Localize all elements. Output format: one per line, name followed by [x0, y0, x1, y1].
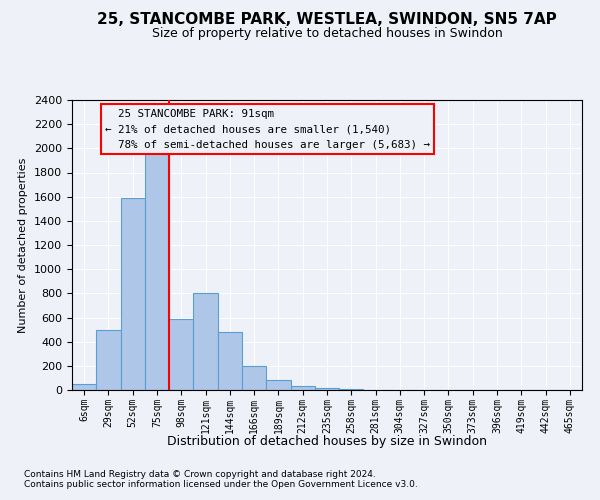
Bar [121, 198, 145, 390]
Bar [339, 389, 364, 390]
Bar [242, 366, 266, 390]
Bar [315, 388, 339, 390]
Text: 25 STANCOMBE PARK: 91sqm
← 21% of detached houses are smaller (1,540)
  78% of s: 25 STANCOMBE PARK: 91sqm ← 21% of detach… [105, 108, 430, 150]
Y-axis label: Number of detached properties: Number of detached properties [19, 158, 28, 332]
Text: Distribution of detached houses by size in Swindon: Distribution of detached houses by size … [167, 435, 487, 448]
Text: Contains public sector information licensed under the Open Government Licence v3: Contains public sector information licen… [24, 480, 418, 489]
Bar [266, 380, 290, 390]
Bar [290, 386, 315, 390]
Bar [218, 332, 242, 390]
Bar [169, 318, 193, 390]
Text: Contains HM Land Registry data © Crown copyright and database right 2024.: Contains HM Land Registry data © Crown c… [24, 470, 376, 479]
Bar [145, 154, 169, 390]
Bar [193, 294, 218, 390]
Bar [72, 384, 96, 390]
Text: 25, STANCOMBE PARK, WESTLEA, SWINDON, SN5 7AP: 25, STANCOMBE PARK, WESTLEA, SWINDON, SN… [97, 12, 557, 28]
Text: Size of property relative to detached houses in Swindon: Size of property relative to detached ho… [152, 28, 502, 40]
Bar [96, 330, 121, 390]
